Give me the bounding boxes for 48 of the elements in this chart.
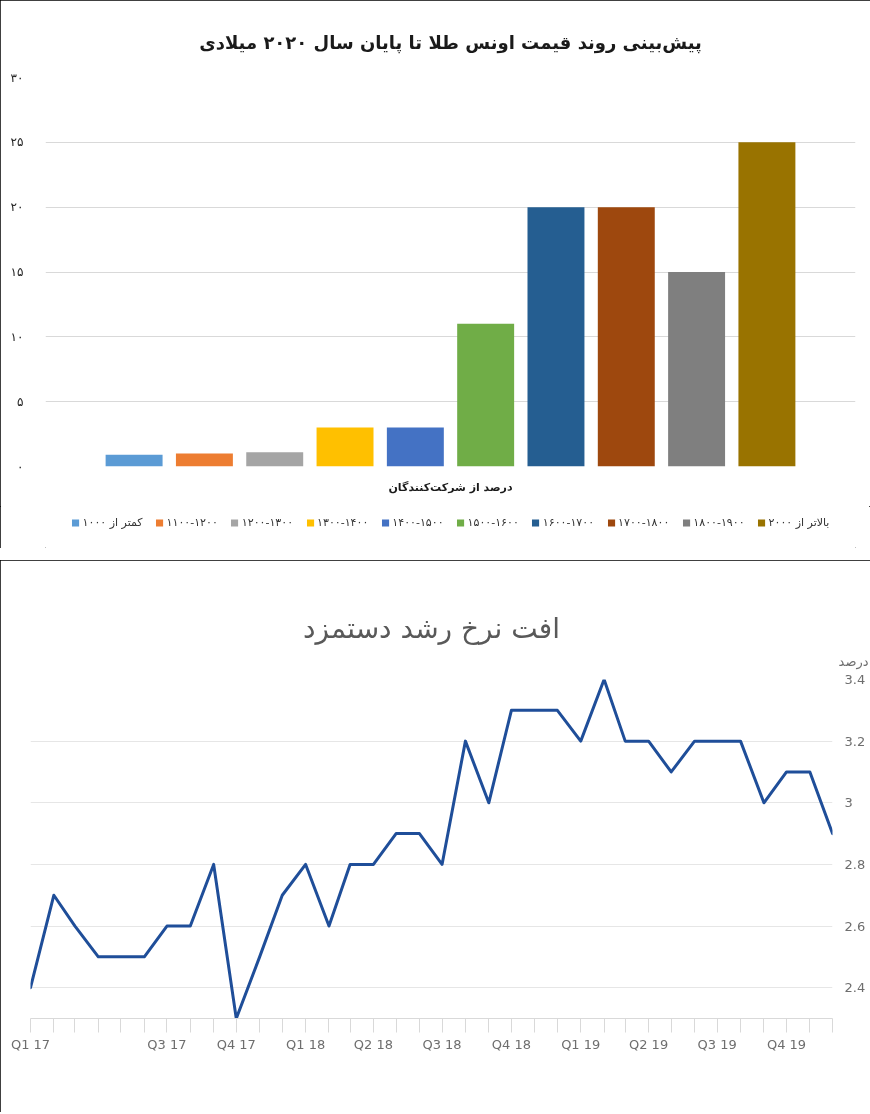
bar: [386, 427, 444, 467]
bar: [175, 453, 233, 467]
x-tick-label: Q1 19: [561, 1036, 601, 1052]
y-tick-label: 3: [844, 795, 853, 811]
bar: [316, 427, 374, 467]
legend-label: ۱۱۰۰-۱۲۰۰: [166, 516, 218, 529]
legend-label: کمتر از ۱۰۰۰: [82, 516, 143, 529]
legend-label: ۱۸۰۰-۱۹۰۰: [693, 516, 745, 529]
y-axis-title: درصد: [838, 654, 869, 670]
y-tick-label: ۳۰: [10, 70, 24, 85]
legend-label: ۱۲۰۰-۱۳۰۰: [241, 516, 294, 529]
y-tick-label: ۲۰: [10, 200, 24, 215]
legend-label: ۱۴۰۰-۱۵۰۰: [392, 516, 444, 529]
y-tick-label: ۰: [17, 459, 24, 474]
bar: [457, 323, 515, 467]
bar: [105, 454, 163, 467]
x-tick-label: Q3 17: [147, 1036, 187, 1052]
y-tick-label: 2.4: [844, 980, 866, 996]
chart-title: افت نرخ رشد دستمزد: [303, 611, 560, 645]
bar: [597, 207, 655, 467]
y-tick-label: ۱۵: [10, 265, 24, 279]
x-tick-label: Q4 19: [766, 1036, 807, 1052]
x-axis-title: درصد از شرکت‌کنندگان: [388, 481, 513, 494]
legend-label: ۱۳۰۰-۱۴۰۰: [317, 516, 369, 529]
x-tick-label: Q1 18: [286, 1036, 326, 1052]
y-tick-label: ۵: [17, 394, 24, 409]
y-tick-label: 2.6: [844, 918, 866, 934]
x-tick-label: Q3 18: [422, 1036, 462, 1052]
y-tick-label: ۲۵: [10, 135, 24, 150]
bar: [527, 207, 585, 467]
x-tick-label: Q4 18: [491, 1036, 531, 1052]
legend-label: بالاتر از ۲۰۰۰: [768, 516, 830, 529]
x-tick-label: Q4 17: [216, 1036, 256, 1052]
x-tick-label: Q2 18: [353, 1036, 394, 1052]
chart-title: پیش‌بینی روند قیمت اونس طلا تا پایان سال ۲۰۲۰ میلادی: [199, 31, 702, 54]
x-tick-label: Q3 19: [697, 1036, 737, 1052]
bar: [668, 272, 726, 467]
legend-label: ۱۶۰۰-۱۷۰۰: [542, 516, 595, 529]
y-tick-label: 2.8: [844, 856, 866, 872]
legend-label: ۱۷۰۰-۱۸۰۰: [618, 516, 670, 529]
legend-label: ۱۵۰۰-۱۶۰۰: [467, 516, 519, 529]
x-tick-label: Q2 19: [628, 1036, 669, 1052]
bar: [246, 452, 304, 467]
y-tick-label: 3.4: [844, 672, 866, 687]
bar: [738, 142, 796, 467]
y-tick-label: ۱۰: [10, 329, 24, 344]
y-tick-label: 3.2: [844, 733, 866, 749]
x-tick-label: Q1 17: [10, 1036, 51, 1052]
